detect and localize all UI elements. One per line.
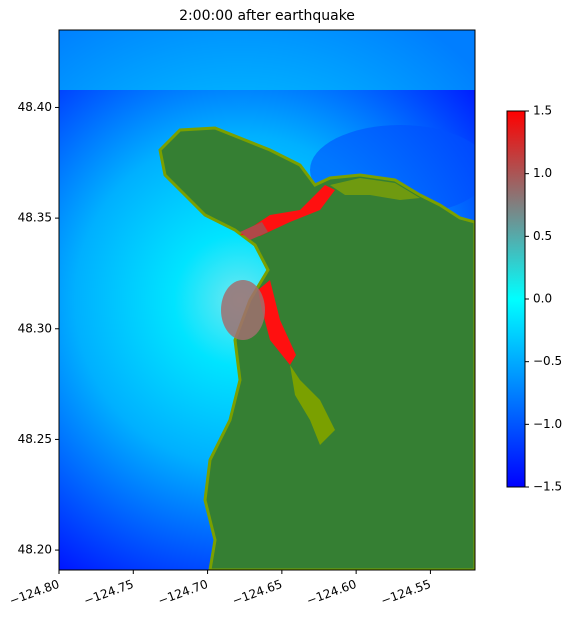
- wave: [221, 280, 265, 340]
- x-tick-label: −124.75: [82, 577, 136, 608]
- shore: [330, 178, 420, 200]
- sea-north: [59, 30, 475, 90]
- colorbar-tick-label: −1.0: [533, 417, 562, 431]
- inundation: [258, 280, 296, 365]
- colorbar-tick-label: −0.5: [533, 354, 562, 368]
- x-tick-label: −124.55: [379, 577, 433, 608]
- y-tick-label: 48.40: [18, 100, 52, 114]
- axes-frame: [58, 29, 476, 571]
- y-tick-label: 48.35: [18, 211, 52, 225]
- x-tick-label: −124.60: [305, 577, 359, 608]
- colorbar: [506, 110, 526, 488]
- x-tick-label: −124.70: [156, 577, 210, 608]
- colorbar-tick-label: 1.0: [533, 166, 552, 180]
- shore: [290, 365, 335, 445]
- x-tick-label: −124.80: [8, 577, 62, 608]
- inundation: [240, 222, 268, 240]
- colorbar-tick-label: 0.5: [533, 229, 552, 243]
- inundation: [240, 185, 335, 236]
- land: [158, 126, 475, 570]
- colorbar-tick-label: 0.0: [533, 292, 552, 306]
- colorbar-tick-label: 1.5: [533, 104, 552, 118]
- y-tick-label: 48.25: [18, 432, 52, 446]
- map: [59, 30, 475, 570]
- x-tick-label: −124.65: [230, 577, 284, 608]
- y-tick-label: 48.30: [18, 321, 52, 335]
- y-tick-label: 48.20: [18, 543, 52, 557]
- chart-title: 2:00:00 after earthquake: [179, 8, 355, 24]
- colorbar-tick-label: −1.5: [533, 480, 562, 494]
